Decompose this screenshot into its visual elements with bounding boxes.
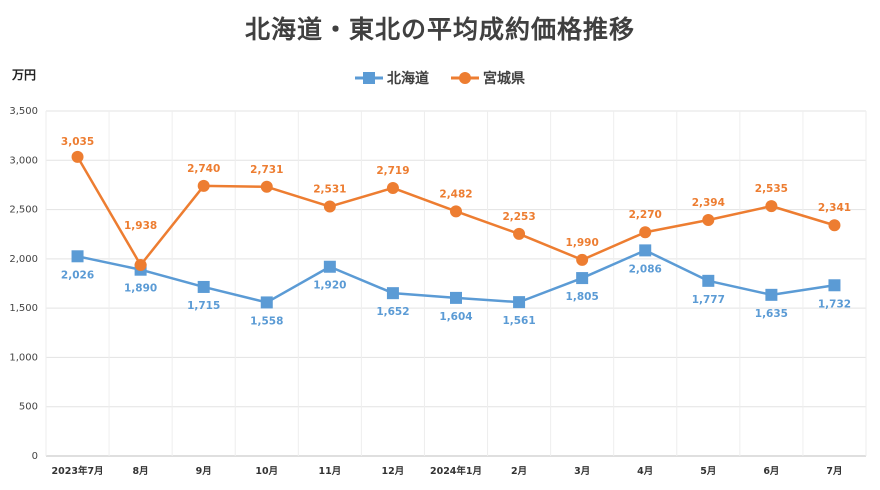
legend-label-miyagi: 宮城県 (483, 71, 525, 87)
x-tick-label: 2024年1月 (430, 465, 482, 477)
data-label: 3,035 (61, 136, 94, 148)
y-tick-label: 2,500 (9, 205, 38, 216)
y-tick-label: 1,000 (9, 352, 38, 363)
data-label: 2,394 (692, 197, 725, 209)
data-point (323, 200, 336, 213)
x-tick-label: 2023年7月 (52, 465, 104, 477)
chart-title: 北海道・東北の平均成約価格推移 (244, 15, 635, 44)
data-point (513, 296, 526, 309)
x-tick-label: 6月 (763, 466, 779, 477)
x-tick-label: 8月 (133, 466, 149, 477)
data-label: 1,732 (818, 298, 851, 310)
data-point (386, 181, 399, 194)
data-label: 1,652 (376, 306, 409, 318)
y-tick-label: 0 (32, 451, 38, 462)
data-point (260, 296, 273, 309)
y-tick-label: 500 (19, 402, 38, 413)
data-label: 1,920 (313, 280, 346, 292)
data-label: 1,635 (755, 308, 788, 320)
data-label: 2,026 (61, 269, 94, 281)
x-tick-label: 5月 (700, 466, 716, 477)
data-label: 2,341 (818, 202, 851, 214)
data-label: 1,938 (124, 220, 157, 232)
data-point (639, 244, 652, 257)
data-point (576, 253, 589, 266)
data-point (386, 287, 399, 300)
data-point (702, 274, 715, 287)
legend: 北海道 宮城県 (0, 68, 880, 88)
y-tick-label: 3,500 (9, 106, 38, 117)
data-label: 2,531 (313, 184, 346, 196)
data-point (765, 288, 778, 301)
data-point (71, 150, 84, 163)
y-tick-label: 2,000 (9, 254, 38, 265)
data-label: 2,253 (502, 211, 535, 223)
y-tick-label: 3,000 (9, 155, 38, 166)
y-tick-label: 1,500 (9, 303, 38, 314)
data-label: 1,805 (566, 291, 599, 303)
data-point (576, 272, 589, 285)
legend-label-hokkaido: 北海道 (387, 71, 429, 87)
data-label: 1,777 (692, 294, 725, 306)
x-tick-label: 9月 (196, 466, 212, 477)
legend-swatch-square-icon (355, 72, 383, 84)
x-tick-label: 7月 (826, 466, 842, 477)
data-point (71, 250, 84, 263)
data-point (323, 260, 336, 273)
x-tick-label: 12月 (382, 466, 405, 477)
x-tick-label: 4月 (637, 466, 653, 477)
y-axis-unit: 万円 (12, 68, 37, 82)
data-label: 2,535 (755, 183, 788, 195)
data-point (450, 291, 462, 304)
data-label: 2,740 (187, 163, 220, 175)
data-point (828, 219, 841, 232)
x-tick-label: 3月 (574, 466, 590, 477)
x-tick-label: 11月 (318, 466, 341, 477)
x-tick-label: 10月 (255, 466, 278, 477)
data-label: 2,270 (629, 209, 662, 221)
data-label: 1,558 (250, 315, 283, 327)
data-label: 2,719 (376, 165, 409, 177)
data-point (197, 280, 210, 293)
x-tick-label: 2月 (511, 466, 527, 477)
data-label: 1,561 (502, 315, 535, 327)
data-label: 1,604 (439, 311, 472, 323)
data-label: 2,482 (439, 188, 472, 200)
data-point (639, 226, 652, 239)
data-point (828, 279, 841, 292)
data-point (765, 200, 778, 213)
legend-item-hokkaido: 北海道 (355, 68, 429, 88)
data-point (134, 258, 147, 271)
data-point (450, 205, 462, 218)
legend-item-miyagi: 宮城県 (451, 68, 525, 88)
data-point (260, 180, 273, 193)
data-point (513, 227, 526, 240)
data-label: 1,715 (187, 300, 220, 312)
legend-swatch-circle-icon (451, 72, 479, 84)
data-point (702, 214, 715, 227)
data-point (197, 179, 210, 192)
data-label: 1,990 (566, 237, 599, 249)
data-label: 1,890 (124, 283, 157, 295)
data-label: 2,086 (629, 263, 662, 275)
data-label: 2,731 (250, 164, 283, 176)
